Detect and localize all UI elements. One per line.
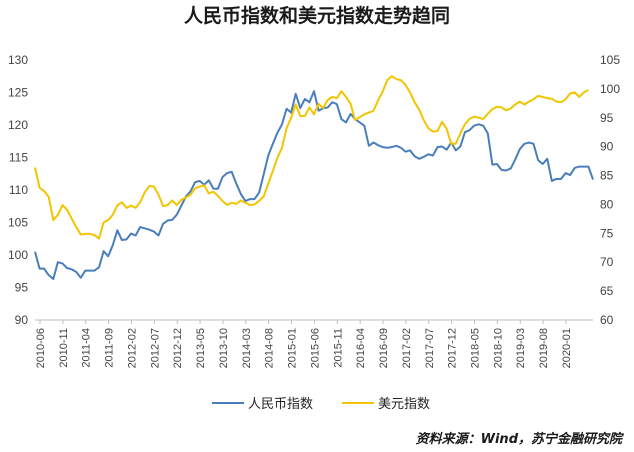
- x-tick-label: 2015-06: [309, 328, 321, 368]
- x-tick-label: 2015-11: [332, 328, 344, 368]
- y-left-tick-label: 130: [8, 53, 28, 67]
- y-right-tick-label: 75: [600, 226, 614, 240]
- y-right-tick-label: 95: [600, 111, 614, 125]
- y-left-tick-label: 110: [9, 183, 28, 197]
- chart-title: 人民币指数和美元指数走势趋同: [184, 4, 450, 27]
- x-tick-label: 2016-09: [378, 328, 390, 368]
- series-line-cny-index: [34, 90, 594, 281]
- x-tick-label: 2016-04: [355, 328, 367, 368]
- y-left-tick-label: 100: [8, 248, 28, 262]
- x-tick-label: 2013-10: [218, 328, 230, 368]
- series-lines: [34, 75, 594, 281]
- y-left-tick-label: 95: [15, 281, 29, 295]
- x-tick-label: 2014-08: [264, 328, 276, 368]
- axes-group: 90 95 100 105 110 115 120 125 130 60 65 70 75 80 85 90 9…: [8, 53, 620, 368]
- x-tick-label: 2019-03: [515, 328, 527, 368]
- y-right-tick-label: 85: [600, 169, 614, 183]
- x-tick-label: 2020-01: [561, 328, 573, 368]
- y-right-tick-label: 100: [600, 82, 620, 96]
- x-tick-label: 2019-08: [538, 328, 550, 368]
- y-left-tick-label: 125: [8, 86, 28, 100]
- x-tick-label: 2015-01: [287, 328, 299, 368]
- y-right-tick-label: 80: [600, 197, 614, 211]
- y-left-tick-label: 90: [15, 313, 29, 327]
- x-tick-label: 2017-07: [424, 328, 436, 368]
- x-tick-label: 2012-07: [149, 328, 161, 368]
- x-tick-label: 2010-11: [58, 328, 70, 368]
- y-right-tick-label: 90: [600, 140, 614, 154]
- series-line-usd-index: [34, 75, 589, 240]
- legend-label-usd: 美元指数: [378, 397, 430, 412]
- x-tick-label: 2012-02: [126, 328, 138, 368]
- x-tick-label: 2018-10: [492, 328, 504, 368]
- y-left-tick-label: 105: [8, 216, 28, 230]
- x-tick-label: 2011-09: [104, 328, 116, 368]
- legend: 人民币指数 美元指数: [212, 397, 430, 412]
- x-tick-label: 2010-06: [35, 328, 47, 368]
- y-right-tick-label: 60: [600, 313, 614, 327]
- y-right-tick-label: 70: [600, 255, 614, 269]
- x-tick-label: 2012-12: [172, 328, 184, 368]
- y-left-tick-label: 115: [9, 151, 28, 165]
- x-tick-label: 2018-05: [470, 328, 482, 368]
- legend-label-cny: 人民币指数: [248, 397, 313, 412]
- x-tick-label: 2011-04: [81, 328, 93, 368]
- x-tick-label: 2014-03: [241, 328, 253, 368]
- y-left-tick-label: 120: [8, 118, 28, 132]
- y-right-tick-label: 65: [600, 284, 614, 298]
- x-tick-label: 2013-05: [195, 328, 207, 368]
- x-tick-label: 2017-02: [401, 328, 413, 368]
- source-note: 资料来源：Wind，苏宁金融研究院: [416, 431, 625, 447]
- x-tick-label: 2017-12: [447, 328, 459, 368]
- y-right-tick-label: 105: [600, 53, 620, 67]
